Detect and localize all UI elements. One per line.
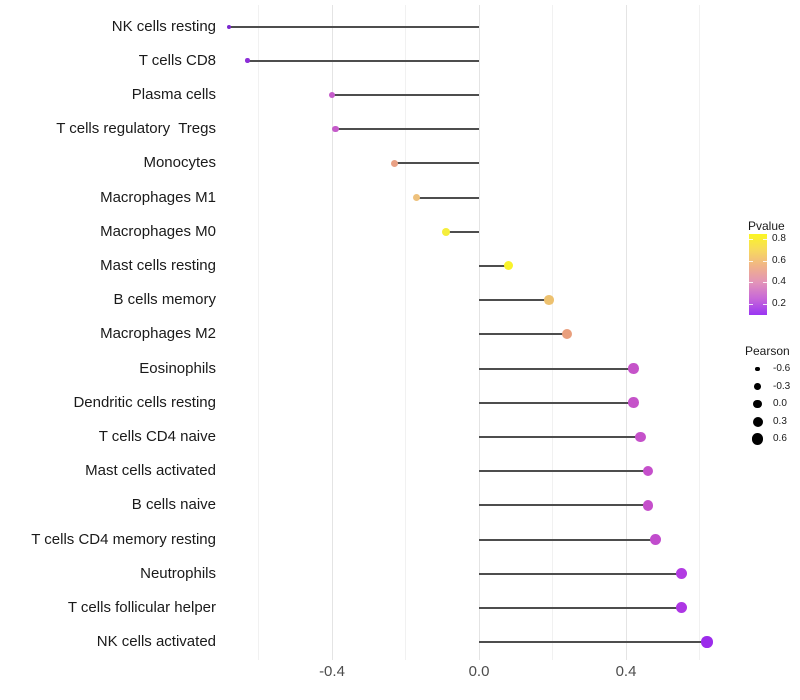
- lollipop-dot: [701, 636, 713, 648]
- pvalue-bar-tick-mark: [763, 239, 767, 240]
- lollipop-dot: [441, 227, 451, 236]
- lollipop-dot: [675, 602, 687, 614]
- pvalue-tick-label: 0.2: [772, 297, 786, 309]
- pvalue-bar-tick-mark: [749, 282, 753, 283]
- lollipop-stem: [479, 641, 707, 644]
- pearson-legend-title: Pearson: [745, 344, 790, 358]
- grid-line: [478, 5, 480, 660]
- lollipop-stem: [335, 128, 479, 131]
- grid-line: [625, 5, 627, 660]
- lollipop-stem: [394, 162, 479, 165]
- pvalue-legend-title: Pvalue: [748, 219, 785, 233]
- lollipop-dot: [628, 397, 639, 408]
- pvalue-bar-tick-mark: [763, 282, 767, 283]
- grid-line: [552, 5, 553, 660]
- lollipop-dot: [332, 125, 339, 133]
- lollipop-dot: [642, 465, 654, 477]
- lollipop-stem: [332, 93, 479, 96]
- y-axis-label: NK cells resting: [111, 17, 216, 35]
- grid-line: [699, 5, 700, 660]
- lollipop-dot: [328, 91, 336, 99]
- lollipop-stem: [479, 538, 656, 541]
- y-axis-label: Plasma cells: [131, 85, 216, 103]
- lollipop-dot: [562, 329, 573, 340]
- pvalue-bar-tick-mark: [763, 303, 767, 305]
- x-axis-tick-label: 0.4: [615, 663, 637, 680]
- pearson-legend-label: 0.3: [773, 415, 787, 427]
- lollipop-dot: [245, 58, 250, 63]
- pearson-legend-label: 0.6: [773, 433, 787, 444]
- lollipop-stem: [479, 333, 568, 336]
- pvalue-tick-label: 0.4: [772, 276, 786, 287]
- y-axis-label: T cells regulatory Tregs: [56, 120, 216, 138]
- lollipop-stem: [479, 367, 634, 370]
- pearson-legend-dot: [752, 416, 763, 427]
- pvalue-bar-tick-mark: [763, 260, 767, 262]
- lollipop-dot: [642, 499, 654, 511]
- pvalue-tick-label: 0.6: [772, 254, 786, 266]
- y-axis-label: Monocytes: [143, 154, 216, 172]
- lollipop-stem: [416, 196, 479, 199]
- grid-line: [258, 5, 259, 660]
- y-axis-label: Macrophages M2: [100, 325, 216, 343]
- y-axis-label: T cells CD4 memory resting: [31, 530, 216, 548]
- lollipop-dot: [544, 295, 554, 305]
- pearson-legend-label: -0.6: [773, 363, 791, 374]
- lollipop-stem: [479, 504, 649, 507]
- y-axis-label: NK cells activated: [96, 633, 216, 651]
- lollipop-stem: [229, 25, 479, 28]
- lollipop-dot: [390, 159, 399, 168]
- lollipop-dot: [503, 261, 513, 271]
- y-axis-label: T cells follicular helper: [67, 598, 216, 616]
- y-axis-label: Dendritic cells resting: [73, 393, 216, 411]
- lollipop-stem: [479, 606, 682, 609]
- lollipop-dot: [635, 431, 647, 443]
- y-axis-label: Macrophages M0: [100, 222, 216, 240]
- lollipop-dot: [649, 534, 661, 545]
- y-axis-label: Macrophages M1: [100, 188, 216, 206]
- y-axis-label: Eosinophils: [139, 359, 216, 377]
- pvalue-bar-tick-mark: [749, 303, 753, 305]
- pearson-legend-label: 0.0: [773, 398, 787, 409]
- lollipop-stem: [479, 264, 509, 267]
- y-axis-label: T cells CD4 naive: [98, 427, 216, 445]
- lollipop-stem: [479, 572, 682, 575]
- lollipop-stem: [247, 59, 479, 62]
- lollipop-stem: [479, 299, 549, 302]
- y-axis-label: Mast cells resting: [100, 256, 216, 274]
- x-axis-tick-label: 0.0: [468, 663, 490, 680]
- y-axis-label: T cells CD8: [138, 51, 216, 69]
- pvalue-bar-tick-mark: [749, 239, 753, 240]
- pearson-legend-dot: [753, 399, 762, 409]
- lollipop-dot: [412, 193, 421, 202]
- pearson-legend-dot: [755, 366, 760, 372]
- pvalue-gradient-bar: [749, 234, 767, 315]
- y-axis-label: B cells memory: [113, 291, 216, 309]
- lollipop-stem: [479, 470, 649, 473]
- lollipop-dot: [675, 568, 687, 580]
- y-axis-label: Mast cells activated: [85, 462, 216, 480]
- lollipop-stem: [445, 230, 479, 233]
- pvalue-bar-tick-mark: [749, 260, 753, 262]
- pearson-legend-dot: [754, 383, 761, 390]
- y-axis-label: Neutrophils: [140, 564, 216, 582]
- pvalue-tick-label: 0.8: [772, 233, 786, 244]
- lollipop-stem: [479, 401, 634, 404]
- y-axis-label: B cells naive: [131, 496, 216, 514]
- grid-line: [331, 5, 333, 660]
- grid-line: [405, 5, 406, 660]
- pearson-legend-dot: [751, 433, 764, 445]
- lollipop-dot: [227, 24, 232, 29]
- lollipop-dot: [628, 363, 639, 374]
- pearson-legend-label: -0.3: [773, 380, 791, 392]
- lollipop-stem: [479, 435, 641, 438]
- x-axis-tick-label: -0.4: [319, 663, 345, 680]
